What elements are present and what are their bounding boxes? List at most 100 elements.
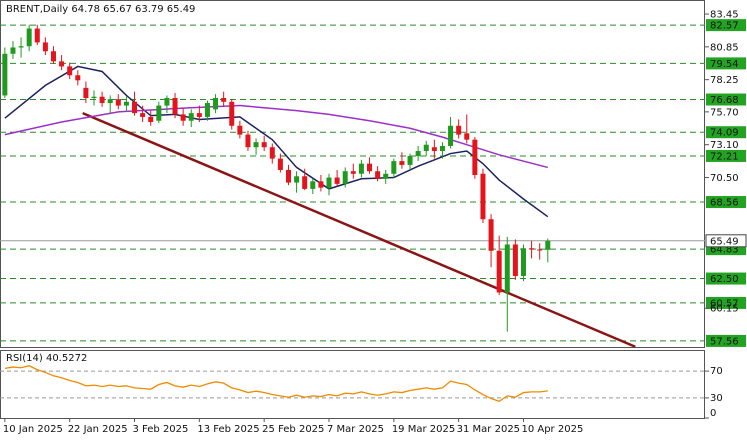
candle-body bbox=[204, 103, 210, 117]
level-label: 57.56 bbox=[710, 336, 739, 347]
x-tick-label: 3 Feb 2025 bbox=[133, 424, 189, 435]
candle-body bbox=[213, 97, 219, 110]
candle-body bbox=[148, 116, 154, 122]
candle-body bbox=[504, 244, 510, 293]
level-label: 79.54 bbox=[710, 59, 739, 70]
moving-average bbox=[4, 65, 549, 218]
x-tick-label: 25 Feb 2025 bbox=[262, 424, 324, 435]
x-tick-label: 7 Mar 2025 bbox=[327, 424, 384, 435]
candle-body bbox=[42, 42, 48, 52]
candle-body bbox=[75, 75, 81, 81]
candle-body bbox=[448, 125, 454, 146]
candle-body bbox=[367, 163, 373, 172]
candle-body bbox=[123, 101, 129, 106]
candle-body bbox=[480, 173, 486, 220]
candle-body bbox=[107, 99, 113, 104]
candle-body bbox=[59, 61, 65, 67]
x-tick-label: 31 Mar 2025 bbox=[457, 424, 520, 435]
candle-body bbox=[310, 181, 316, 189]
candle-body bbox=[253, 142, 259, 148]
y-tick-label: 78.25 bbox=[710, 75, 739, 86]
candle-body bbox=[358, 163, 364, 174]
candle-body bbox=[407, 156, 413, 165]
rsi-tick-label: 30 bbox=[710, 393, 723, 404]
candle-body bbox=[18, 46, 24, 48]
candle-body bbox=[91, 96, 97, 98]
candle-body bbox=[229, 101, 235, 126]
candle-body bbox=[140, 113, 146, 117]
candle-body bbox=[326, 177, 332, 188]
candle-body bbox=[245, 134, 251, 148]
candle-body bbox=[512, 244, 518, 277]
candle-body bbox=[318, 181, 324, 188]
candle-body bbox=[83, 87, 89, 98]
x-tick-label: 22 Jan 2025 bbox=[68, 424, 128, 435]
x-tick-label: 10 Apr 2025 bbox=[521, 424, 583, 435]
candle-body bbox=[2, 53, 8, 96]
level-label: 72.21 bbox=[710, 151, 739, 162]
trendline bbox=[82, 111, 636, 348]
candle-body bbox=[156, 105, 162, 121]
candle-body bbox=[50, 51, 56, 62]
rsi-panel-frame bbox=[0, 350, 705, 419]
level-label: 76.68 bbox=[710, 95, 739, 106]
candle-body bbox=[10, 47, 16, 54]
y-tick-label: 73.10 bbox=[710, 140, 739, 151]
candle-body bbox=[496, 250, 502, 293]
candle-body bbox=[350, 171, 356, 174]
candle-body bbox=[545, 240, 551, 250]
candle-body bbox=[221, 97, 227, 102]
candle-body bbox=[472, 139, 478, 176]
level-label-box bbox=[706, 126, 746, 139]
candle-body bbox=[237, 125, 243, 135]
candle-body bbox=[334, 177, 340, 184]
candle-body bbox=[415, 151, 421, 157]
candle-body bbox=[383, 173, 389, 179]
candle-body bbox=[391, 161, 397, 174]
moving-average bbox=[4, 104, 548, 169]
candle-body bbox=[269, 147, 275, 159]
y-tick-label: 80.85 bbox=[710, 42, 739, 53]
candle-body bbox=[261, 142, 267, 148]
y-tick-label: 60.15 bbox=[710, 304, 739, 315]
candle-body bbox=[375, 171, 381, 179]
candle-body bbox=[164, 97, 170, 106]
level-label: 60.57 bbox=[710, 298, 739, 309]
level-label-box bbox=[706, 334, 746, 347]
candle-body bbox=[26, 28, 32, 47]
candle-body bbox=[423, 144, 429, 152]
candle-body bbox=[342, 171, 348, 184]
y-tick-label: 75.70 bbox=[710, 107, 739, 118]
level-label-box bbox=[706, 272, 746, 285]
level-label-box bbox=[706, 149, 746, 162]
level-label-box bbox=[706, 196, 746, 209]
candle-body bbox=[277, 158, 283, 170]
candle-body bbox=[99, 96, 105, 104]
candle-body bbox=[172, 97, 178, 115]
candle-body bbox=[132, 101, 138, 114]
candle-body bbox=[188, 113, 194, 121]
level-label: 68.56 bbox=[710, 198, 739, 209]
candle-body bbox=[302, 176, 308, 189]
rsi-title: RSI(14) 40.5272 bbox=[6, 353, 87, 364]
candle-body bbox=[285, 169, 291, 183]
candle-body bbox=[520, 248, 526, 277]
level-label: 62.50 bbox=[710, 274, 739, 285]
level-label-box bbox=[706, 93, 746, 106]
candle-body bbox=[294, 176, 300, 183]
rsi-tick-label: 0 bbox=[710, 408, 716, 419]
candle-body bbox=[464, 133, 470, 140]
candle-body bbox=[115, 99, 121, 106]
price-panel-frame bbox=[0, 0, 705, 348]
candle-body bbox=[399, 161, 405, 165]
plot-layer bbox=[0, 24, 705, 402]
y-tick-label: 83.45 bbox=[710, 10, 739, 21]
last-price-box bbox=[705, 234, 747, 248]
candle-body bbox=[67, 66, 73, 76]
level-label: 82.57 bbox=[710, 21, 739, 32]
candle-body bbox=[488, 219, 494, 251]
x-tick-label: 13 Feb 2025 bbox=[197, 424, 259, 435]
x-tick-label: 10 Jan 2025 bbox=[3, 424, 63, 435]
